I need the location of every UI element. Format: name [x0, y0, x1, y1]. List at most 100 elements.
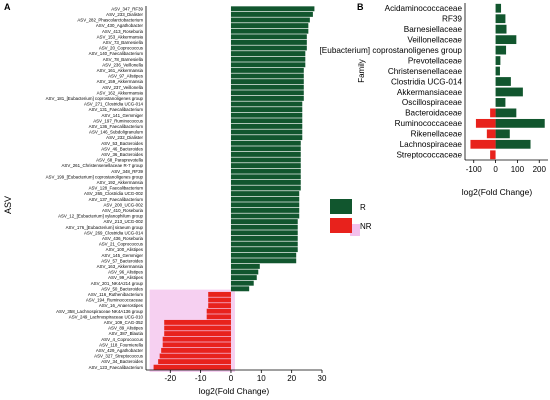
bar-r	[495, 56, 501, 65]
bar	[230, 213, 300, 219]
bar	[230, 135, 303, 141]
category-label: ASV_430_Agathobacter	[96, 23, 144, 28]
bar	[230, 224, 298, 230]
category-label: ASV_57_Bacteroides	[101, 258, 144, 263]
bar	[164, 325, 231, 331]
panel-b-bars	[470, 3, 545, 160]
bar	[230, 258, 297, 264]
bar	[230, 174, 301, 180]
category-label: ASV_21_Coprococcus	[99, 242, 144, 247]
category-label: ASV_197_Ruminococcus	[93, 118, 144, 123]
bar	[164, 331, 231, 337]
bar-nr	[475, 118, 496, 128]
bar	[162, 342, 231, 348]
bar	[230, 39, 307, 45]
x-tick-label: 20	[287, 374, 296, 383]
category-label: ASV_99_Alistipes	[108, 275, 144, 280]
bar	[208, 297, 231, 303]
category-label: ASV_136_Faecalibacterium	[89, 124, 144, 129]
category-label: ASV_145_Gemmiger	[102, 253, 144, 258]
bar	[230, 230, 298, 236]
bar	[153, 364, 231, 370]
bar	[230, 140, 301, 146]
bar	[230, 202, 300, 208]
legend: R NR	[330, 199, 372, 236]
bar-nr	[490, 150, 496, 160]
bar-r	[495, 139, 531, 149]
category-label: ASV_53_Bacteroides	[101, 141, 144, 146]
family-label: Christensenellaceae	[388, 67, 463, 76]
category-label: ASV_194_Ruminococcaceae	[86, 298, 144, 303]
category-label: ASV_96_Alistipes	[108, 270, 144, 275]
bar	[230, 62, 306, 68]
category-label: ASV_265_Clostridia UCG-002	[84, 191, 144, 196]
category-label: ASV_153_Akkermansia	[97, 34, 144, 39]
category-label: ASV_261_Christensenellaceae R-7 group	[61, 163, 143, 168]
bar	[230, 191, 300, 197]
bar	[230, 196, 300, 202]
category-label: ASV_163_Akkermansia	[97, 264, 144, 269]
category-label: ASV_236_Veillonella	[102, 62, 143, 67]
bar	[230, 56, 306, 62]
category-label: ASV_347_RF39	[111, 6, 143, 11]
x-tick-label: 0	[493, 165, 498, 174]
category-label: ASV_162_Akkermansia	[97, 90, 144, 95]
bar	[208, 303, 231, 309]
bar-r	[495, 108, 517, 118]
bar-r	[495, 98, 506, 107]
category-label: ASV_78_Barnesiella	[103, 57, 144, 62]
bar	[230, 168, 301, 174]
legend-highlight	[350, 224, 360, 236]
bar	[230, 286, 250, 292]
x-tick-label: -100	[466, 165, 483, 174]
bar	[230, 118, 303, 124]
panel-b-x-axis: -100 0 100 200	[464, 3, 548, 174]
family-label: Rikenellaceae	[411, 130, 463, 139]
legend-swatch-nr	[330, 218, 352, 233]
bar	[230, 219, 298, 225]
bar-r	[495, 3, 502, 13]
panel-b-x-axis-label: log2(Fold Change)	[462, 187, 533, 197]
bar	[230, 95, 304, 101]
bar	[230, 67, 304, 73]
category-label: ASV_181_[Eubacterium] coprostanoligenes …	[46, 96, 144, 101]
bar	[230, 45, 307, 51]
bar-nr	[490, 108, 496, 118]
category-label: ASV_131_Faecalibacterium	[89, 107, 144, 112]
category-label: ASV_123_Faecalibacterium	[89, 365, 144, 370]
bar	[162, 336, 231, 342]
bar	[230, 163, 301, 169]
x-tick-label: -10	[195, 374, 207, 383]
bar	[230, 280, 254, 286]
bar-r	[495, 118, 545, 128]
panel-a-x-axis: -20 -10 0 10 20 30	[145, 6, 327, 383]
bar-r	[495, 24, 507, 34]
category-label: ASV_50_Bacteroides	[101, 286, 144, 291]
bar	[230, 51, 306, 57]
bar	[230, 179, 301, 185]
x-tick-label: 200	[533, 165, 547, 174]
bar	[230, 151, 301, 157]
legend-swatch-r	[330, 199, 352, 214]
category-label: ASV_73_Barnesiella	[103, 40, 144, 45]
bar	[230, 275, 257, 281]
family-label: [Eubacterium] coprostanoligenes group	[320, 46, 463, 55]
category-label: ASV_282_Phascolarctobacterium	[77, 18, 143, 23]
family-label: Barnesiellaceae	[404, 25, 463, 34]
category-label: ASV_137_Faecalibacterium	[89, 197, 144, 202]
category-label: ASV_46_Bacteroides	[101, 146, 144, 151]
category-label: ASV_140_Faecalibacterium	[89, 51, 144, 56]
category-label: ASV_89_Alistipes	[108, 326, 144, 331]
bar	[230, 107, 303, 113]
bar	[230, 123, 303, 129]
bar	[230, 101, 303, 107]
family-label: Veillonellaceae	[407, 35, 462, 44]
bar	[230, 207, 300, 213]
category-label: ASV_232_Dialister	[106, 135, 143, 140]
x-tick-label: 30	[318, 374, 327, 383]
category-label: ASV_410_Roseburia	[102, 208, 144, 213]
x-tick-label: -20	[164, 374, 176, 383]
bar	[230, 263, 260, 269]
legend-label-r: R	[360, 203, 366, 212]
category-label: ASV_358_Lachnospiraceae NK4A136 group	[56, 309, 143, 314]
